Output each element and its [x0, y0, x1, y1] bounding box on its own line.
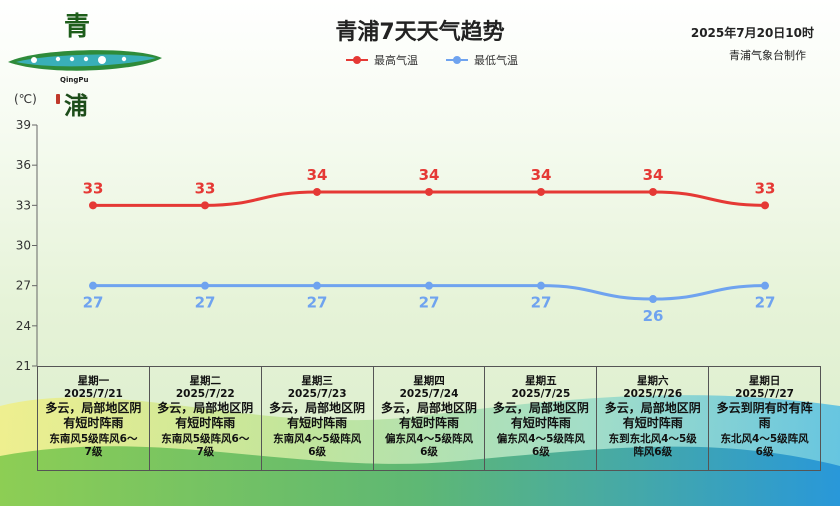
forecast-wind: 东南风5级阵风6～7级: [49, 433, 138, 458]
forecast-date: 2025/7/23: [287, 388, 347, 400]
forecast-weather: 多云，局部地区阴有短时阵雨: [604, 401, 701, 430]
forecast-date: 2025/7/27: [735, 388, 794, 400]
low-temp-label: 27: [419, 294, 440, 312]
high-temp-label: 34: [307, 166, 328, 184]
decorative-waves: [0, 395, 840, 506]
high-temp-point: [537, 187, 545, 196]
forecast-date: 2025/7/26: [623, 388, 683, 400]
forecast-day-5: 星期五 2025/7/25 多云，局部地区阴有短时阵雨偏东风4～5级阵风6级: [485, 367, 598, 470]
high-temp-label: 33: [755, 179, 776, 197]
legend-low-marker: [446, 55, 468, 65]
high-temp-label: 34: [643, 166, 664, 184]
forecast-date: 2025/7/21: [64, 388, 123, 400]
low-temp-point: [537, 281, 545, 290]
low-temp-label: 27: [755, 294, 776, 312]
forecast-day-6: 星期六 2025/7/26 多云，局部地区阴有短时阵雨东到东北风4～5级阵风6级: [597, 367, 710, 470]
high-temp-label: 34: [531, 166, 552, 184]
low-temp-label: 27: [195, 294, 216, 312]
legend-high-label: 最高气温: [374, 54, 418, 67]
legend: 最高气温 最低气温: [346, 52, 518, 68]
forecast-day-7: 星期日 2025/7/27 多云到阴有时有阵雨东北风4～5级阵风6级: [709, 367, 822, 470]
high-temp-point: [89, 201, 97, 210]
high-temp-label: 34: [419, 166, 440, 184]
forecast-table: 星期一 2025/7/21 多云，局部地区阴有短时阵雨 东南风5级阵风6～7级 星期二 2…: [37, 366, 822, 471]
legend-low-label: 最低气温: [474, 54, 518, 67]
logo-english: QingPu: [60, 76, 89, 84]
high-temp-label: 33: [83, 179, 104, 197]
low-temp-point: [89, 281, 97, 290]
forecast-wind: 东北风4～5级阵风6级: [720, 433, 809, 458]
logo-char-top: 青: [64, 12, 91, 42]
chart-title: 青浦7天天气趋势: [335, 20, 505, 45]
forecast-wind: 偏东风4～5级阵风6级: [496, 433, 585, 458]
high-temp-point: [201, 201, 209, 210]
forecast-weekday: 星期四: [413, 375, 445, 387]
high-temp-label: 33: [195, 179, 216, 197]
low-temp-point: [313, 281, 321, 290]
forecast-day-3: 星期三 2025/7/23 多云，局部地区阴有短时阵雨东南风4～5级阵风6级: [262, 367, 374, 470]
y-tick-label: 24: [16, 319, 31, 333]
logo-band-graphic: [8, 50, 162, 71]
issue-date: 2025年7月20日10时: [690, 26, 814, 40]
forecast-date: 2025/7/25: [511, 388, 571, 400]
forecast-weekday: 星期二: [189, 375, 222, 387]
forecast-day-4: 星期四 2025/7/24 多云，局部地区阴有短时阵雨偏东风4～5级阵风6级: [374, 367, 486, 470]
forecast-weather: 多云，局部地区阴有短时阵雨: [157, 401, 254, 430]
qingpu-logo: 青 QingPu 浦: [6, 6, 166, 120]
y-tick-label: 36: [16, 158, 31, 172]
forecast-weather: 多云，局部地区阴有短时阵雨: [45, 401, 142, 430]
low-temp-point: [201, 281, 209, 290]
low-temp-point: [649, 295, 657, 304]
forecast-weekday: 星期日: [748, 375, 781, 387]
forecast-date: 2025/7/22: [175, 388, 235, 400]
forecast-day-1: 星期一 2025/7/21 多云，局部地区阴有短时阵雨东南风5级阵风6～7级: [37, 367, 150, 470]
low-temp-label: 26: [643, 307, 664, 325]
forecast-weather: 多云，局部地区阴有短时阵雨: [269, 401, 366, 430]
issuer: 青浦气象台制作: [729, 49, 806, 62]
forecast-weekday: 星期五: [525, 375, 557, 387]
forecast-weekday: 星期一: [77, 375, 110, 387]
high-temp-point: [313, 187, 321, 196]
low-temp-point: [761, 281, 769, 290]
logo-char-bottom: 浦: [64, 91, 88, 120]
low-temp-label: 27: [83, 294, 104, 312]
y-tick-label: 33: [16, 198, 31, 212]
low-temp-label: 27: [531, 294, 552, 312]
logo-seal: [56, 94, 60, 104]
legend-item-low: 最低气温: [446, 52, 518, 68]
low-temp-point: [425, 281, 433, 290]
high-temp-point: [761, 201, 769, 210]
high-temp-point: [649, 187, 657, 196]
y-tick-label: 39: [16, 118, 31, 132]
forecast-day-2: 星期二 2025/7/22 多云，局部地区阴有短时阵雨东南风5级阵风6～7级: [150, 367, 262, 470]
high-temp-point: [425, 187, 433, 196]
legend-high-marker: [346, 55, 368, 65]
low-temp-label: 27: [307, 294, 328, 312]
forecast-wind: 东南风4～5级阵风6级: [273, 433, 362, 458]
forecast-weekday: 星期六: [636, 375, 669, 387]
forecast-date: 2025/7/24: [399, 388, 459, 400]
legend-item-high: 最高气温: [346, 52, 418, 68]
y-tick-label: 27: [16, 279, 31, 293]
forecast-weather: 多云到阴有时有阵雨: [716, 401, 813, 430]
y-tick-label: 30: [16, 239, 31, 253]
forecast-wind: 偏东风4～5级阵风6级: [384, 433, 474, 458]
y-axis-unit: (℃): [14, 92, 37, 106]
forecast-weather: 多云，局部地区阴有短时阵雨: [492, 401, 589, 430]
forecast-wind: 东到东北风4～5级阵风6级: [608, 433, 697, 458]
forecast-weather: 多云，局部地区阴有短时阵雨: [381, 401, 478, 430]
forecast-wind: 东南风5级阵风6～7级: [161, 433, 250, 458]
y-tick-label: 21: [16, 359, 31, 373]
forecast-weekday: 星期三: [301, 375, 333, 387]
